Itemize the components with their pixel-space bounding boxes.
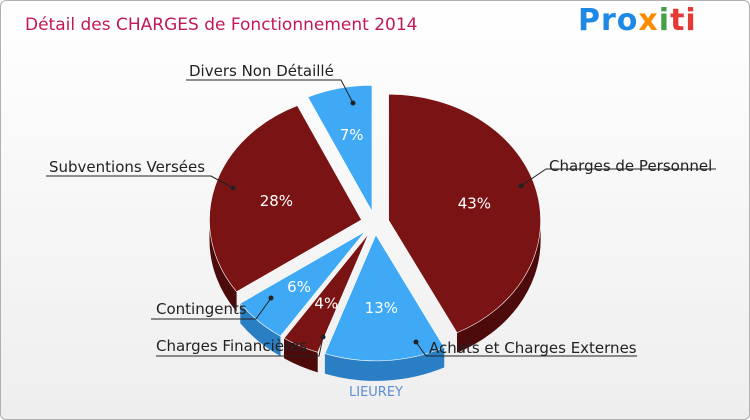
pct-label-divers-non-detaille: 7% bbox=[340, 126, 364, 144]
pct-label-charges-financieres: 4% bbox=[314, 294, 338, 312]
category-label-charges-de-personnel: Charges de Personnel bbox=[549, 157, 712, 175]
category-label-contingents: Contingents bbox=[156, 300, 247, 318]
pie-side-subventions-versees bbox=[209, 219, 237, 312]
pie-slice-subventions-versees[interactable] bbox=[209, 105, 362, 293]
pie-slice-divers-non-detaille[interactable] bbox=[307, 85, 373, 213]
leader-dot-charges-de-personnel bbox=[518, 183, 524, 189]
pie-side-charges-de-personnel bbox=[456, 220, 541, 353]
leader-line-divers-non-detaille bbox=[186, 79, 354, 104]
pct-label-achats-et-charges-externes: 13% bbox=[365, 299, 398, 317]
leader-dot-contingents bbox=[268, 295, 274, 301]
category-label-divers-non-detaille: Divers Non Détaillé bbox=[189, 62, 334, 80]
chart-title: Détail des CHARGES de Fonctionnement 201… bbox=[25, 15, 418, 35]
pie-side-charges-financieres bbox=[284, 338, 318, 373]
category-label-charges-financieres: Charges Financières bbox=[156, 337, 307, 355]
pie-side-contingents bbox=[240, 303, 281, 357]
pct-label-charges-de-personnel: 43% bbox=[458, 194, 491, 212]
commune-name: LIEUREY bbox=[349, 385, 403, 400]
pie-slice-contingents[interactable] bbox=[239, 231, 366, 337]
pie-slice-charges-de-personnel[interactable] bbox=[388, 93, 541, 334]
leader-dot-subventions-versees bbox=[230, 185, 236, 191]
leader-dot-charges-financieres bbox=[320, 334, 326, 340]
leader-dot-divers-non-detaille bbox=[350, 100, 356, 106]
leader-line-charges-de-personnel bbox=[520, 168, 716, 187]
category-label-achats-et-charges-externes: Achats et Charges Externes bbox=[429, 339, 637, 357]
leader-line-charges-financieres bbox=[156, 336, 324, 357]
pie-slice-charges-financieres[interactable] bbox=[283, 233, 369, 353]
leader-line-contingents bbox=[151, 297, 272, 320]
pct-label-subventions-versees: 28% bbox=[260, 192, 293, 210]
proxiti-logo[interactable]: Proxiti bbox=[578, 3, 697, 38]
leader-dot-achats-et-charges-externes bbox=[413, 339, 419, 345]
leader-line-subventions-versees bbox=[46, 175, 234, 189]
category-label-subventions-versees: Subventions Versées bbox=[49, 158, 205, 176]
pie-slice-achats-et-charges-externes[interactable] bbox=[324, 234, 445, 362]
pct-label-contingents: 6% bbox=[287, 278, 311, 296]
pie-side-achats-et-charges-externes bbox=[324, 347, 445, 381]
leader-line-achats-et-charges-externes bbox=[415, 341, 637, 357]
